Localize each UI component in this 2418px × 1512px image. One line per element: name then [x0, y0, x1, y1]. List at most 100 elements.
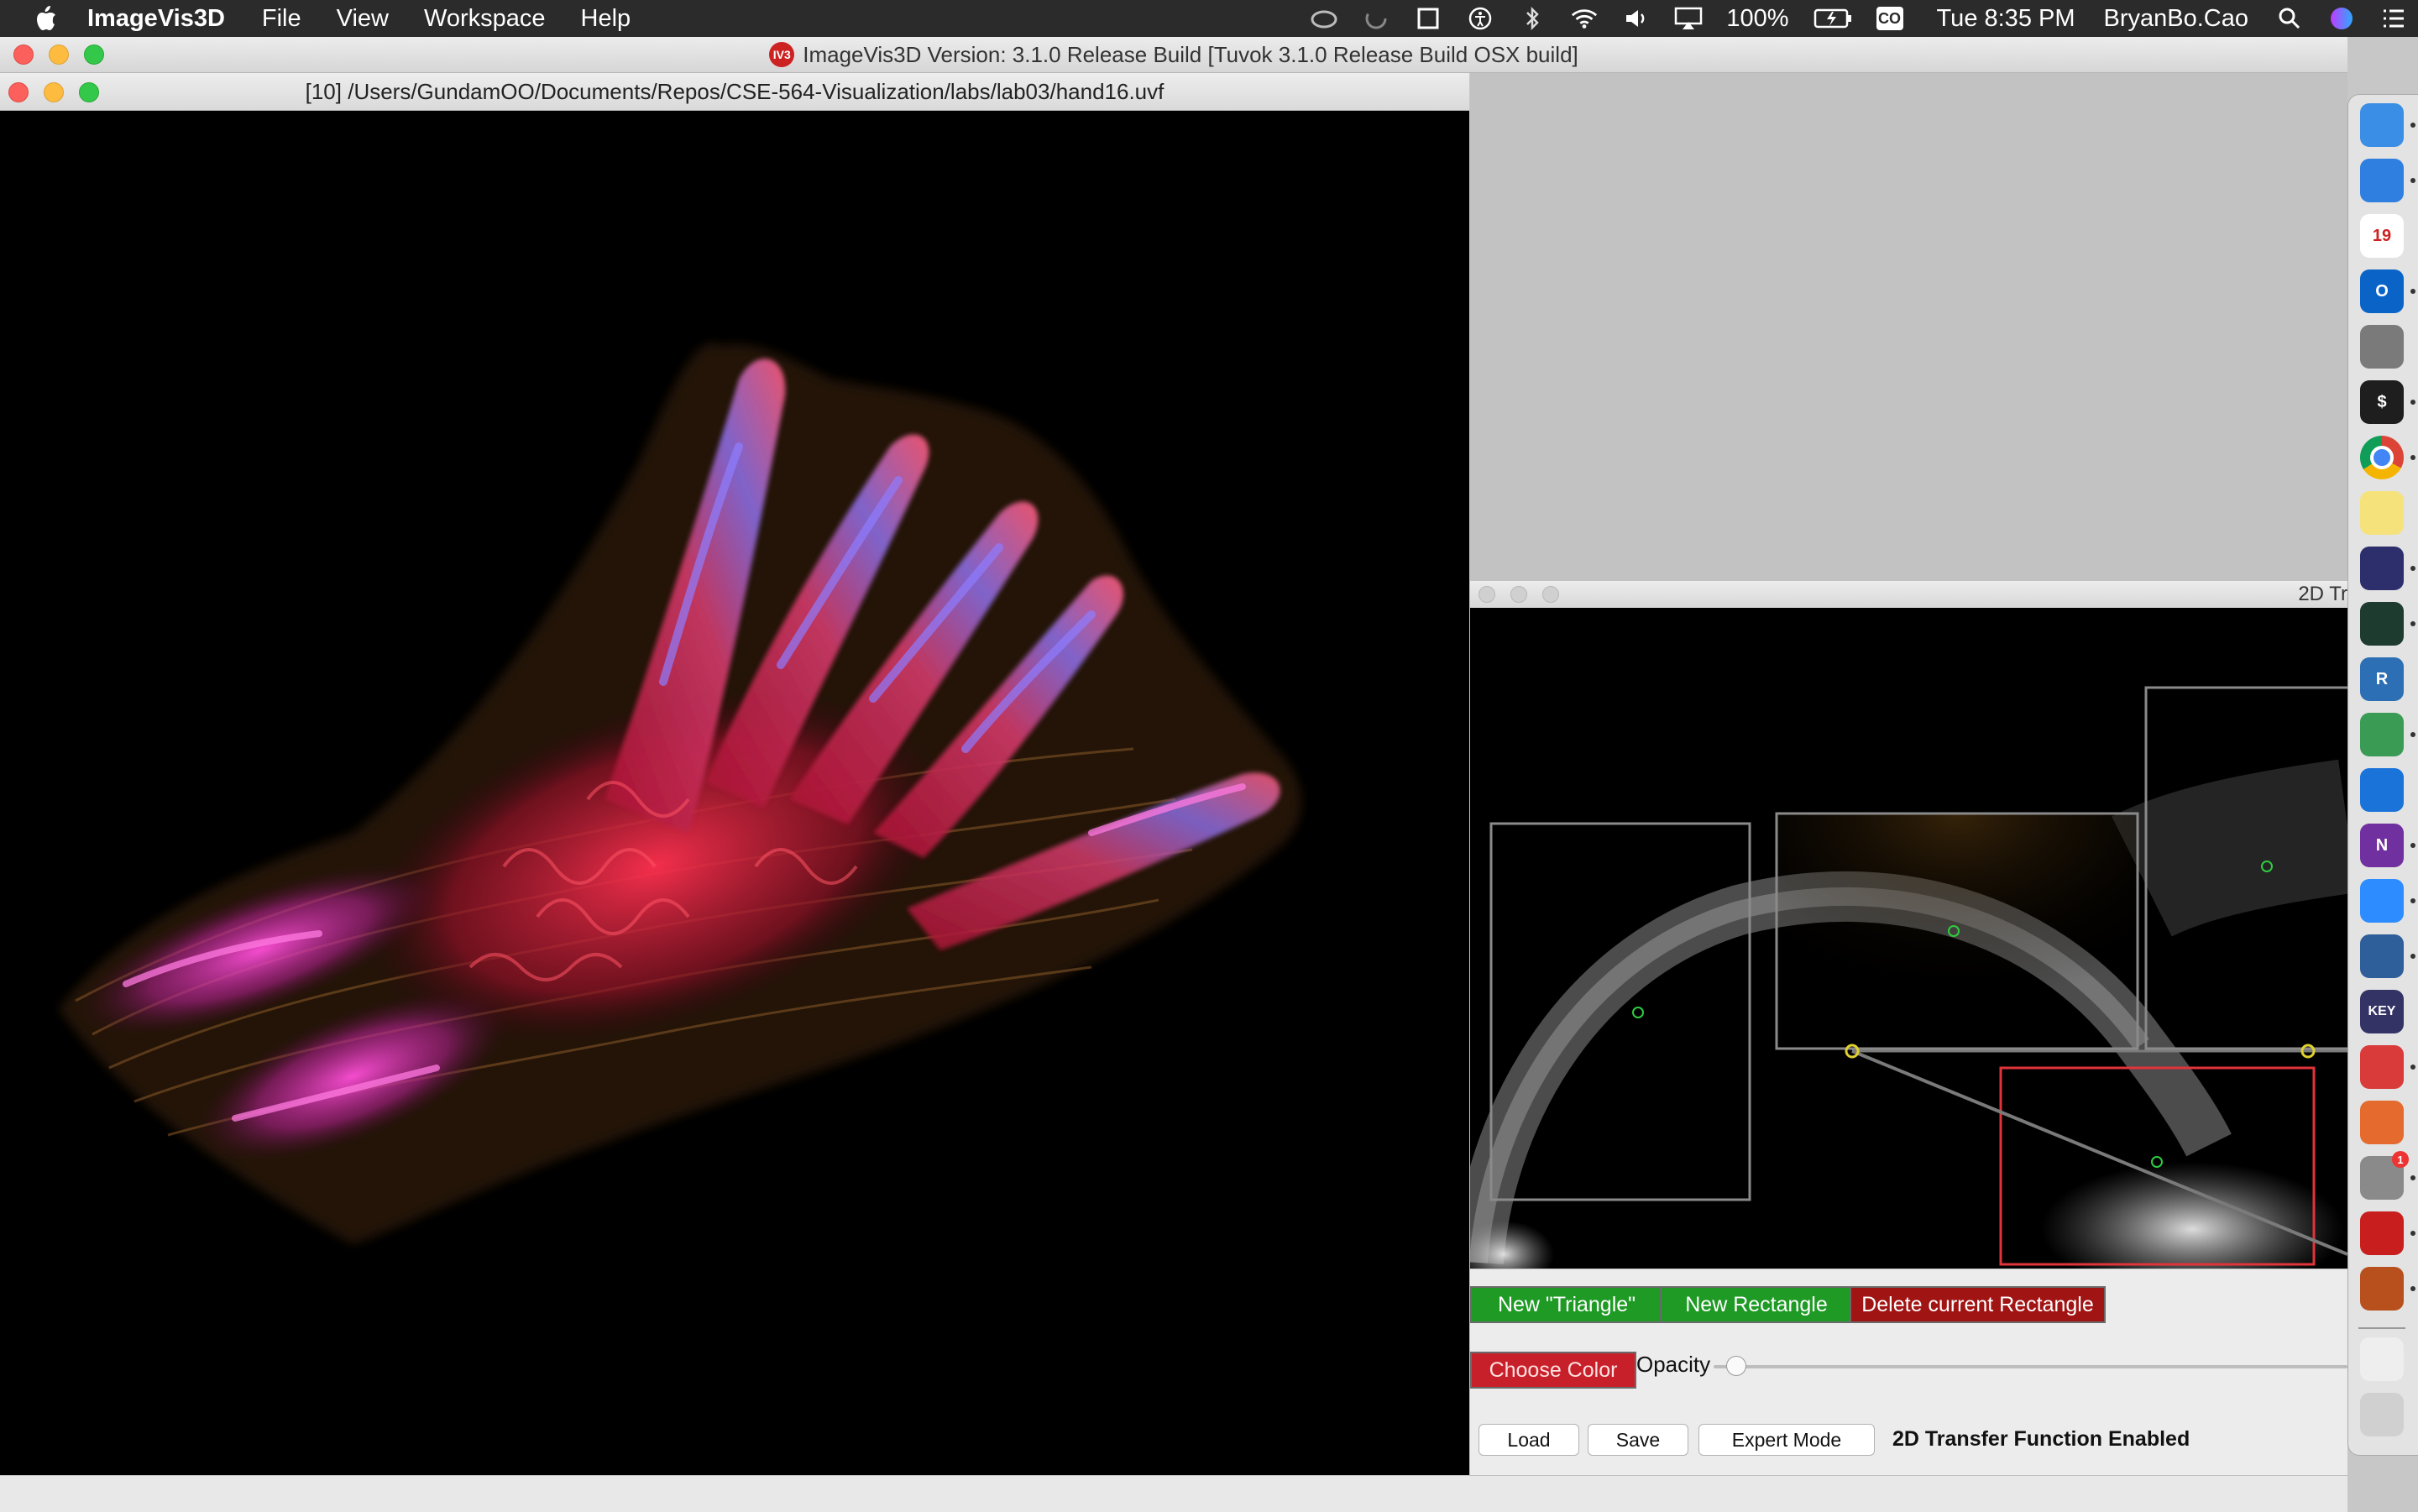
dock-running-indicator	[2410, 178, 2415, 183]
tf-rect-selected	[1999, 1066, 2316, 1266]
creative-cloud-icon[interactable]	[1310, 4, 1338, 33]
dock-running-indicator	[2410, 289, 2415, 294]
dock-outlook-icon[interactable]: O	[2360, 269, 2404, 313]
tf-rect-1	[1489, 822, 1751, 1201]
dock-keynote-icon[interactable]: KEY	[2360, 990, 2404, 1033]
dock-quicktime-icon[interactable]	[2360, 934, 2404, 978]
accessibility-icon[interactable]	[1466, 4, 1494, 33]
clock[interactable]: Tue 8:35 PM	[1936, 4, 2075, 32]
dock-running-indicator	[2410, 621, 2415, 626]
save-button[interactable]: Save	[1588, 1424, 1688, 1456]
dock-documents-icon[interactable]	[2360, 1337, 2404, 1381]
expert-mode-button[interactable]: Expert Mode	[1698, 1424, 1875, 1456]
apple-icon[interactable]	[30, 2, 64, 35]
dock-running-indicator	[2410, 123, 2415, 128]
new-triangle-button[interactable]: New "Triangle"	[1470, 1286, 1663, 1323]
tf-zoom-button[interactable]	[1542, 586, 1559, 603]
menu-help[interactable]: Help	[580, 4, 631, 32]
opacity-slider[interactable]	[1714, 1365, 2347, 1368]
dock-separator	[2358, 1327, 2405, 1329]
spinner-icon[interactable]	[1362, 4, 1390, 33]
dock-eclipse-icon[interactable]	[2360, 547, 2404, 590]
dock-teamviewer-icon[interactable]	[2360, 768, 2404, 812]
siri-icon[interactable]	[2327, 4, 2356, 33]
opacity-label: Opacity	[1636, 1352, 1711, 1377]
battery-percent: 100%	[1726, 4, 1789, 32]
dock-acrobat-icon[interactable]	[2360, 1211, 2404, 1255]
dock-running-indicator	[2410, 1231, 2415, 1236]
dock-trash-icon[interactable]	[2360, 1393, 2404, 1436]
tf-triangle-handle	[1845, 1044, 1860, 1059]
menu-workspace[interactable]: Workspace	[423, 4, 546, 32]
airplay-icon[interactable]	[1674, 4, 1703, 33]
zoom-window-button[interactable]	[84, 44, 104, 65]
dock-zoom-icon[interactable]	[2360, 879, 2404, 923]
dock-running-indicator	[2410, 954, 2415, 959]
chrome-center	[2370, 446, 2394, 469]
minimize-window-button[interactable]	[49, 44, 69, 65]
notification-center-icon[interactable]	[2379, 4, 2408, 33]
tf-rect-3	[2144, 686, 2347, 1050]
dock-calendar-icon[interactable]: 19	[2360, 214, 2404, 258]
render-close-button[interactable]	[8, 82, 29, 102]
dock-launchpad-icon[interactable]	[2360, 325, 2404, 369]
tf-handle	[2261, 861, 2273, 872]
tf-close-button[interactable]	[1479, 586, 1495, 603]
render-window-titlebar: [10] /Users/GundamOO/Documents/Repos/CSE…	[0, 73, 1469, 111]
new-rectangle-button[interactable]: New Rectangle	[1660, 1286, 1853, 1323]
dock-terminal-label: $	[2377, 392, 2387, 411]
dock-terminal-icon[interactable]: $	[2360, 380, 2404, 424]
dock-notes-icon[interactable]	[2360, 491, 2404, 535]
tf-controls-panel: New "Triangle" New Rectangle Delete curr…	[1470, 1269, 2347, 1479]
dock-colors-icon[interactable]	[2360, 1101, 2404, 1144]
co-badge[interactable]: CO	[1876, 7, 1903, 30]
dock-running-indicator	[2410, 1175, 2415, 1180]
hand-volume-rendering	[59, 343, 1301, 1244]
user-name[interactable]: BryanBo.Cao	[2103, 4, 2249, 32]
dock-system-preferences-icon[interactable]: 1	[2360, 1151, 2409, 1200]
dock-finder-icon[interactable]	[2360, 103, 2404, 147]
dock-running-indicator	[2410, 1065, 2415, 1070]
dock-running-indicator	[2410, 732, 2415, 737]
spotlight-search-icon[interactable]	[2275, 4, 2304, 33]
opacity-slider-thumb[interactable]	[1725, 1356, 1746, 1376]
battery-icon[interactable]	[1813, 4, 1853, 33]
delete-rectangle-button[interactable]: Delete current Rectangle	[1850, 1286, 2106, 1323]
bluetooth-icon[interactable]	[1518, 4, 1547, 33]
render-zoom-button[interactable]	[79, 82, 99, 102]
dock-r-app-icon[interactable]: R	[2360, 657, 2404, 701]
window-icon[interactable]	[1414, 4, 1442, 33]
app-titlebar: IV3 ImageVis3D Version: 3.1.0 Release Bu…	[0, 37, 2347, 73]
dock-running-indicator	[2410, 898, 2415, 903]
dock: 19 O $ R N KEY 1	[2347, 94, 2418, 1456]
imagevis3d-logo-icon: IV3	[769, 42, 795, 67]
close-window-button[interactable]	[13, 44, 34, 65]
tf-triangle-handle	[2300, 1044, 2316, 1059]
choose-color-button[interactable]: Choose Color	[1470, 1352, 1636, 1389]
load-button[interactable]: Load	[1479, 1424, 1579, 1456]
dock-r-app-label: R	[2375, 669, 2389, 688]
dock-pen-icon[interactable]	[2360, 159, 2404, 202]
transfer-function-canvas[interactable]	[1470, 608, 2347, 1269]
tf-minimize-button[interactable]	[1510, 586, 1527, 603]
dock-chrome-icon[interactable]	[2360, 436, 2404, 479]
tf-window-titlebar: 2D Tr	[1470, 581, 2347, 609]
dock-activity-monitor-icon[interactable]	[2360, 602, 2404, 646]
menu-file[interactable]: File	[261, 4, 301, 32]
render-window-title: [10] /Users/GundamOO/Documents/Repos/CSE…	[305, 78, 1165, 104]
empty-workspace-area	[1470, 73, 2347, 581]
status-bar	[0, 1475, 2347, 1512]
dock-running-indicator	[2410, 455, 2415, 460]
volume-icon[interactable]	[1622, 4, 1651, 33]
render-minimize-button[interactable]	[44, 82, 64, 102]
dock-onenote-icon[interactable]: N	[2360, 824, 2404, 867]
menu-view[interactable]: View	[336, 4, 389, 32]
wifi-icon[interactable]	[1570, 4, 1599, 33]
menu-bar: ImageVis3D File View Workspace Help 10	[0, 0, 2418, 37]
menu-app-name[interactable]: ImageVis3D	[87, 4, 225, 32]
volume-render-view[interactable]	[0, 111, 1469, 1475]
tf-status-text: 2D Transfer Function Enabled	[1892, 1427, 2190, 1451]
dock-imagevis3d-icon[interactable]	[2360, 1267, 2404, 1311]
dock-creative-cloud-icon[interactable]	[2360, 1045, 2404, 1089]
dock-sync-icon[interactable]	[2360, 713, 2404, 756]
